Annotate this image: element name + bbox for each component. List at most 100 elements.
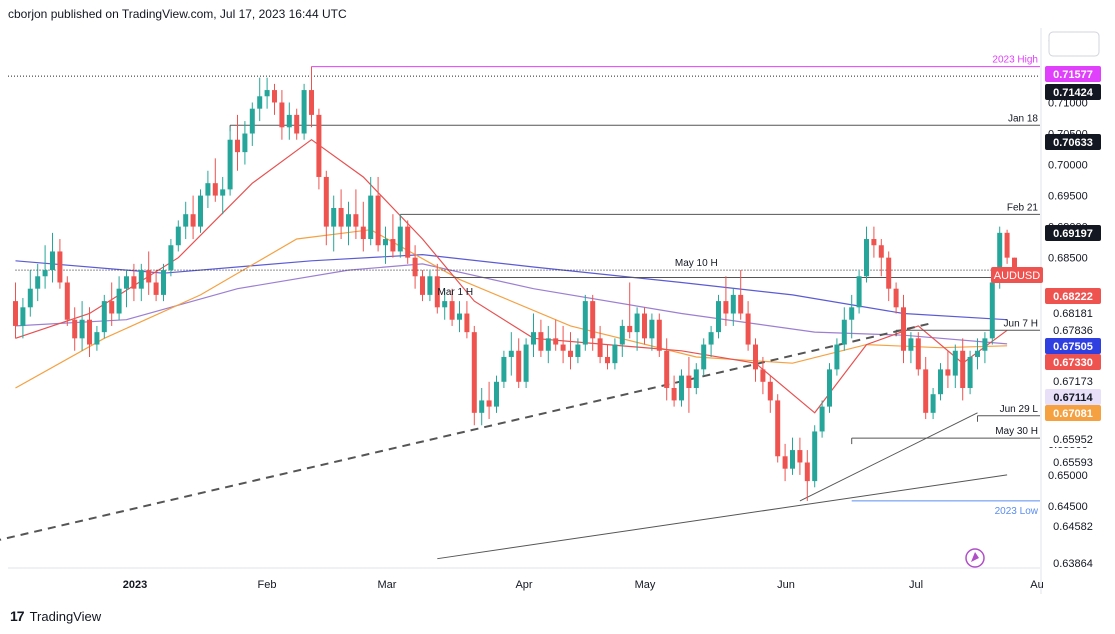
level-label: May 10 H	[675, 258, 718, 269]
candle-body	[716, 301, 721, 333]
candle-body	[923, 369, 929, 413]
candle-body	[198, 195, 203, 227]
candle-body	[249, 108, 255, 134]
candle-body	[893, 288, 899, 308]
candle-body	[664, 350, 670, 388]
candle-body	[590, 301, 596, 339]
candle-body	[79, 319, 85, 339]
candle-body	[153, 282, 159, 295]
candle-body	[767, 381, 773, 401]
moving-average-line	[15, 229, 1008, 389]
horizontal-levels	[8, 66, 1040, 502]
candle-body	[915, 338, 921, 370]
candle-body	[501, 356, 507, 382]
candle-body	[671, 388, 677, 401]
candle-body	[390, 239, 396, 252]
candle-body	[212, 183, 218, 196]
price-box-label: 0.67330	[1053, 357, 1093, 369]
y-tick-label: 0.70000	[1048, 160, 1088, 172]
candle-body	[967, 356, 973, 388]
candle-body	[856, 276, 862, 308]
candle-body	[72, 319, 78, 339]
price-box	[1045, 431, 1101, 447]
candle-body	[649, 319, 655, 339]
candle-body	[760, 369, 766, 382]
candle-body	[397, 226, 403, 252]
candle-body	[220, 189, 226, 196]
candle-body	[538, 332, 544, 351]
candle-body	[434, 276, 440, 308]
x-tick-label: Au	[1030, 579, 1043, 591]
price-box	[1045, 518, 1101, 534]
logo-ring	[965, 548, 985, 568]
candle-body	[582, 301, 588, 345]
candle-body	[782, 456, 788, 469]
x-tick-label: Apr	[515, 579, 532, 591]
candle-body	[420, 276, 425, 295]
symbol-label: AUDUSD	[994, 270, 1041, 282]
symbol-tag	[991, 267, 1043, 284]
candle-body	[427, 276, 433, 295]
price-box	[1045, 405, 1101, 421]
candle-body	[131, 276, 137, 289]
candle-body	[730, 294, 736, 314]
candle-body	[346, 214, 351, 227]
candle-body	[656, 319, 662, 351]
candle-body	[679, 375, 684, 401]
y-tick-label: 0.65000	[1048, 470, 1088, 482]
candle-body	[138, 270, 144, 289]
price-box	[1045, 84, 1101, 100]
candle-body	[13, 301, 18, 326]
level-label: Jun 29 L	[1000, 404, 1039, 415]
candle-body	[257, 96, 263, 109]
candle-body	[50, 251, 55, 271]
candle-body	[64, 282, 70, 320]
candle-body	[975, 350, 980, 357]
candle-body	[516, 350, 522, 382]
price-box	[1045, 305, 1101, 321]
candle-body	[930, 394, 936, 413]
candle-body	[597, 338, 603, 357]
candle-body	[634, 313, 640, 333]
time-axis: 2023 Feb Mar Apr May Jun Jul Au	[123, 579, 1044, 591]
candle-body	[294, 114, 300, 134]
candle-body	[486, 400, 492, 407]
price-box	[1045, 373, 1101, 389]
candle-body	[457, 313, 462, 320]
candle-body	[797, 450, 803, 463]
level-label: Jan 18	[1008, 113, 1038, 124]
footer-brand: TradingView	[29, 608, 102, 624]
candle-body	[960, 350, 966, 388]
axis-settings-icon	[1048, 31, 1100, 57]
candle-body	[790, 450, 795, 469]
candlesticks	[13, 66, 1017, 501]
x-tick-label: Mar	[378, 579, 397, 591]
level-label: May 30 H	[995, 426, 1038, 437]
price-box-label: 0.65952	[1053, 434, 1093, 446]
tradingview-logo-icon: 17	[10, 608, 25, 624]
candle-body	[989, 282, 995, 339]
candle-body	[471, 332, 477, 413]
candle-body	[523, 344, 529, 382]
candle-body	[812, 431, 818, 482]
price-box	[1045, 66, 1101, 82]
candle-body	[686, 375, 692, 388]
price-box	[1045, 225, 1101, 241]
candle-body	[827, 369, 832, 407]
candle-body	[908, 338, 914, 351]
price-box	[1045, 555, 1101, 571]
candle-body	[301, 90, 307, 134]
candle-body	[175, 226, 181, 246]
price-box-label: 0.65593	[1053, 457, 1093, 469]
price-box-label: 0.71577	[1053, 69, 1093, 81]
candle-body	[168, 245, 174, 271]
candle-body	[568, 350, 573, 357]
y-tick-label: 0.71000	[1048, 97, 1088, 109]
moving-averages	[15, 138, 1008, 414]
candle-body	[553, 338, 559, 345]
x-tick-label: Feb	[258, 579, 277, 591]
price-box-label: 0.67173	[1053, 376, 1093, 388]
candle-body	[945, 369, 951, 376]
candle-body	[545, 338, 551, 351]
